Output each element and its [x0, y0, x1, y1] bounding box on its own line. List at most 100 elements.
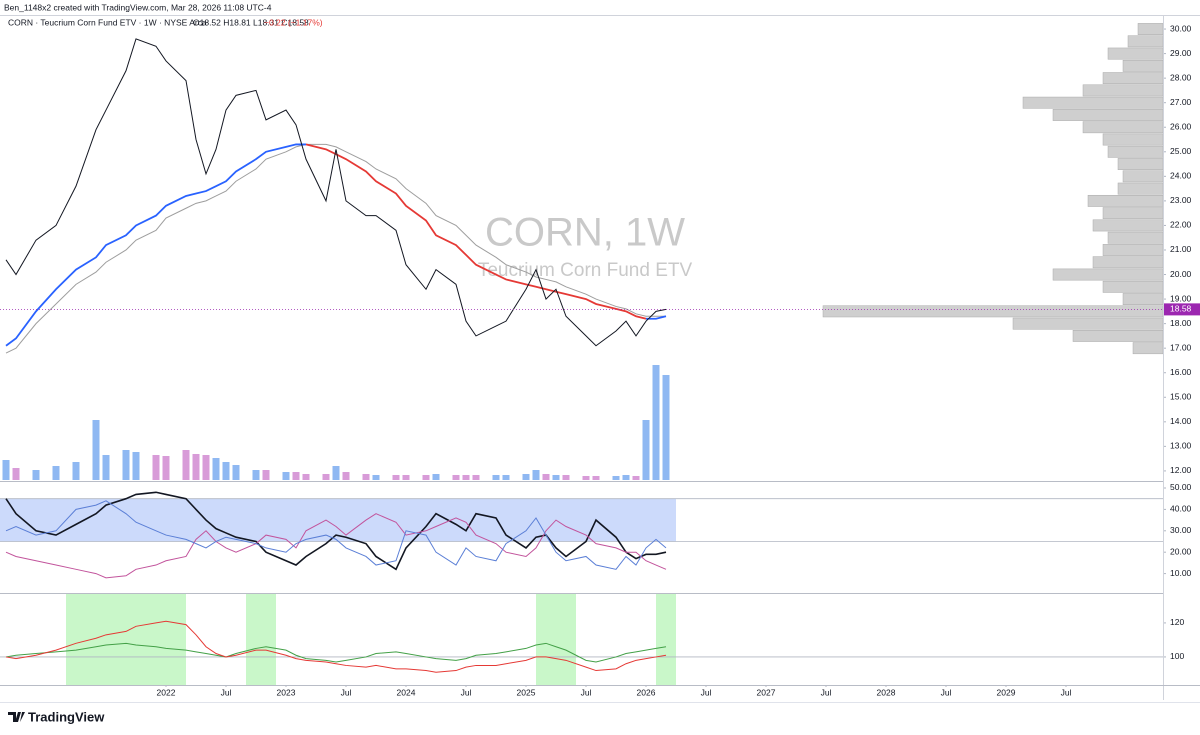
y-tick-label: 17.00 — [1170, 342, 1192, 352]
y-tick-label: 100 — [1170, 651, 1184, 661]
x-tick-label: Jul — [821, 687, 832, 697]
series-line — [5, 642, 667, 663]
volume-profile-bar — [1087, 194, 1164, 207]
volume-bar — [302, 474, 310, 480]
band — [0, 498, 676, 542]
volume-profile-bar — [1122, 293, 1164, 305]
moving-average — [305, 143, 647, 320]
y-tick-label: 25.00 — [1170, 146, 1192, 156]
y-tick-label: 30.00 — [1170, 23, 1192, 33]
volume-profile-bar — [1022, 96, 1164, 109]
volume-bar — [282, 472, 290, 480]
volume-profile-bar — [1082, 84, 1164, 97]
volume-profile-bar — [1107, 231, 1164, 244]
x-tick-label: Jul — [941, 687, 952, 697]
volume-bar — [662, 375, 670, 480]
volume-bar — [522, 474, 530, 480]
volume-profile-bar — [1102, 244, 1164, 256]
volume-profile-bar — [822, 305, 1164, 318]
x-tick-label: Jul — [1061, 687, 1072, 697]
volume-profile-bar — [1052, 268, 1164, 281]
y-tick-label: 30.00 — [1170, 525, 1192, 535]
volume-bar — [432, 474, 440, 480]
last-price-label: 18.58 — [1170, 304, 1192, 314]
volume-profile-bar — [1137, 23, 1164, 35]
volume-bar — [342, 472, 350, 480]
x-tick-label: 2025 — [517, 687, 536, 697]
volume-profile-bar — [1052, 109, 1164, 121]
x-tick-label: Jul — [701, 687, 712, 697]
volume-bar — [452, 475, 460, 480]
volume-bar — [72, 462, 80, 480]
volume-bar — [252, 470, 260, 480]
volume-bar — [592, 476, 600, 480]
x-tick-label: Jul — [461, 687, 472, 697]
y-tick-label: 14.00 — [1170, 416, 1192, 426]
volume-bar — [262, 470, 270, 480]
volume-bar — [392, 475, 400, 480]
volume-bar — [612, 476, 620, 480]
volume-bar — [422, 475, 430, 480]
series-line — [5, 491, 667, 571]
plot: 12.00 13.00 14.00 15.00 16.00 17.00 18.00 19.00… — [0, 23, 1200, 697]
volume-bar — [152, 455, 160, 480]
y-tick-label: 120 — [1170, 617, 1184, 627]
volume-profile-bar — [1092, 219, 1164, 232]
watermark-symbol: CORN, 1W — [485, 211, 685, 255]
y-tick-label: 21.00 — [1170, 244, 1192, 254]
volume-bar — [362, 474, 370, 480]
x-tick-label: 2026 — [637, 687, 656, 697]
volume-profile-bar — [1092, 256, 1164, 269]
y-tick-label: 26.00 — [1170, 121, 1192, 131]
volume-profile-bar — [1012, 317, 1164, 330]
volume-bar — [332, 466, 340, 480]
volume-bar — [122, 450, 130, 480]
x-tick-label: 2024 — [397, 687, 416, 697]
moving-average — [5, 143, 306, 347]
y-tick-label: 20.00 — [1170, 269, 1192, 279]
y-tick-label: 29.00 — [1170, 48, 1192, 58]
ohlc-legend: O18.52 H18.81 L18.31 C18.58 — [193, 17, 309, 27]
volume-bar — [472, 475, 480, 480]
watermark-name: Teucrium Corn Fund ETV — [478, 260, 693, 281]
volume-bar — [192, 454, 200, 480]
volume-bar — [642, 420, 650, 480]
volume-bar — [2, 460, 10, 480]
y-tick-label: 28.00 — [1170, 72, 1192, 82]
y-tick-label: 19.00 — [1170, 293, 1192, 303]
x-tick-label: Jul — [581, 687, 592, 697]
volume-bar — [52, 466, 60, 480]
volume-profile-bar — [1107, 47, 1164, 60]
y-tick-label: 10.00 — [1170, 568, 1192, 578]
highlight-zone — [66, 594, 186, 685]
series-line — [5, 620, 667, 673]
volume-bar — [492, 475, 500, 480]
volume-profile-bar — [1102, 207, 1164, 220]
change-legend: −0.22 (−1.17%) — [264, 17, 323, 27]
y-tick-label: 18.00 — [1170, 318, 1192, 328]
volume-bar — [102, 455, 110, 480]
volume-profile-bar — [1102, 72, 1164, 85]
series-line — [5, 500, 667, 570]
series-line — [5, 513, 667, 579]
volume-bar — [502, 475, 510, 480]
volume-bar — [562, 475, 570, 480]
x-tick-label: 2029 — [997, 687, 1016, 697]
volume-profile-bar — [1082, 121, 1164, 134]
volume-profile-bar — [1072, 330, 1164, 342]
volume-bar — [92, 420, 100, 480]
volume-bar — [532, 470, 540, 480]
volume-profile-bar — [1132, 342, 1164, 355]
volume-profile-bar — [1122, 170, 1164, 183]
credit: Ben_1148x2 created with TradingView.com,… — [4, 2, 272, 12]
volume-bar — [212, 458, 220, 480]
volume-bar — [132, 452, 140, 480]
last-price-box — [1164, 303, 1200, 316]
symbol-legend: CORN · Teucrium Corn Fund ETV · 1W · NYS… — [8, 17, 207, 27]
highlight-zone — [656, 594, 676, 685]
volume-profile-bar — [1117, 182, 1164, 195]
series-line — [5, 143, 666, 354]
y-tick-label: 16.00 — [1170, 367, 1192, 377]
